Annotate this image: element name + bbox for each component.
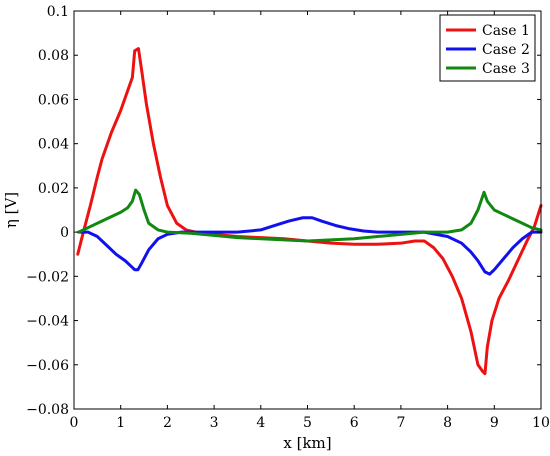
x-axis-label: x [km]: [283, 434, 331, 452]
legend-label-3: Case 3: [482, 61, 530, 77]
x-tick-label: 1: [116, 415, 125, 431]
y-tick-label: −0.04: [26, 314, 69, 330]
x-tick-label: 8: [443, 415, 452, 431]
y-tick-label: 0: [60, 225, 69, 241]
x-tick-label: 6: [350, 415, 359, 431]
series-line-3: [77, 188, 543, 243]
y-tick-label: 0.1: [47, 4, 69, 20]
x-tick-label: 0: [70, 415, 79, 431]
y-axis-ticks: −0.08 −0.06 −0.04 −0.02 0 0.02 0.04 0.06 0.08 0.1: [26, 4, 541, 418]
y-tick-label: 0.06: [38, 92, 69, 108]
y-tick-label: −0.02: [26, 269, 69, 285]
x-axis-ticks: 0 1 2 3 4 5 6 7 8 9 10: [70, 11, 550, 431]
x-tick-label: 4: [256, 415, 265, 431]
x-tick-label: 5: [303, 415, 312, 431]
series-layer: [76, 47, 543, 376]
y-tick-label: 0.08: [38, 48, 69, 64]
y-tick-label: 0.02: [38, 181, 69, 197]
y-tick-label: −0.06: [26, 358, 69, 374]
x-tick-label: 9: [490, 415, 499, 431]
legend-label-2: Case 2: [482, 42, 530, 58]
series-line-2: [77, 216, 543, 276]
series-line-1: [76, 47, 543, 376]
y-tick-label: 0.04: [38, 137, 69, 153]
x-tick-label: 2: [163, 415, 172, 431]
legend-label-1: Case 1: [482, 23, 530, 39]
legend: Case 1 Case 2 Case 3: [439, 14, 536, 82]
x-tick-label: 7: [396, 415, 405, 431]
x-tick-label: 3: [210, 415, 219, 431]
y-tick-label: −0.08: [26, 402, 69, 418]
x-tick-label: 10: [532, 415, 550, 431]
y-axis-label: η [V]: [2, 192, 20, 228]
